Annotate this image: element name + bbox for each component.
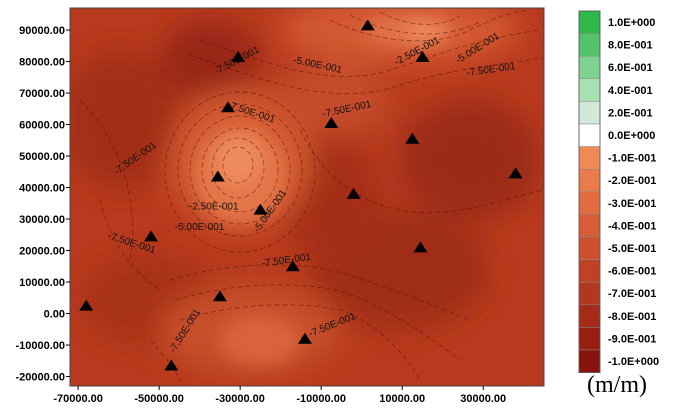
station-marker bbox=[324, 116, 339, 128]
station-marker bbox=[297, 332, 312, 344]
y-tick-label: 40000.00 bbox=[19, 183, 65, 195]
station-marker bbox=[164, 359, 179, 371]
legend-frame bbox=[578, 10, 601, 374]
legend-swatch bbox=[578, 101, 601, 125]
contour-label: -5.00E-001 bbox=[175, 222, 225, 233]
legend-swatch bbox=[578, 10, 601, 34]
legend-label: -4.0E-001 bbox=[608, 220, 656, 232]
x-tick-label: -30000.00 bbox=[215, 393, 265, 405]
station-marker bbox=[79, 299, 94, 311]
plot-frame bbox=[69, 7, 545, 387]
station-marker bbox=[221, 101, 235, 113]
legend-label: 6.0E-001 bbox=[608, 62, 653, 74]
legend-swatch bbox=[578, 259, 601, 283]
legend-swatch bbox=[578, 304, 601, 328]
legend-label: 8.0E-001 bbox=[608, 40, 653, 52]
legend-label: -6.0E-001 bbox=[608, 266, 656, 278]
station-marker bbox=[212, 290, 227, 302]
legend-label: -1.0E+000 bbox=[608, 356, 659, 368]
legend-swatch bbox=[578, 123, 601, 147]
station-markers bbox=[79, 19, 523, 371]
legend-label: 4.0E-001 bbox=[608, 85, 653, 97]
station-marker bbox=[413, 241, 428, 253]
y-tick-label: 70000.00 bbox=[19, 88, 65, 100]
x-tick-label: -10000.00 bbox=[296, 393, 346, 405]
station-marker bbox=[285, 260, 300, 272]
y-tick-label: 80000.00 bbox=[19, 57, 65, 69]
x-tick-label: 30000.00 bbox=[460, 393, 506, 405]
x-tick-label: -70000.00 bbox=[53, 393, 103, 405]
legend-swatch bbox=[578, 349, 601, 373]
legend-swatch bbox=[578, 236, 601, 260]
station-marker bbox=[508, 167, 523, 179]
legend-swatch bbox=[578, 146, 601, 170]
y-tick-label: 20000.00 bbox=[19, 246, 65, 258]
legend-label: 2.0E-001 bbox=[608, 107, 653, 119]
legend-swatch bbox=[578, 168, 601, 193]
y-axis: -20000.00 -10000.00 0.00 10000.00 20000.00 30… bbox=[15, 25, 70, 384]
field-highlights bbox=[195, 14, 455, 365]
station-marker bbox=[253, 203, 268, 215]
legend-label: 1.0E+000 bbox=[608, 17, 655, 29]
legend-swatch bbox=[578, 78, 601, 102]
y-tick-label: 50000.00 bbox=[19, 151, 65, 163]
legend-swatch bbox=[578, 281, 601, 306]
legend-label: -7.0E-001 bbox=[608, 288, 656, 300]
legend-swatch bbox=[578, 191, 601, 215]
station-marker bbox=[144, 230, 159, 242]
y-tick-label: 90000.00 bbox=[19, 25, 65, 37]
y-tick-label: 0.00 bbox=[44, 309, 65, 321]
y-tick-label: 30000.00 bbox=[19, 214, 65, 226]
station-marker bbox=[405, 132, 420, 144]
station-marker bbox=[210, 170, 225, 182]
x-axis: -70000.00 -50000.00 -30000.00 -10000.00 1000… bbox=[53, 386, 506, 405]
contour-lines bbox=[79, 9, 544, 386]
station-marker bbox=[360, 19, 375, 31]
plot-area: -7.50E-001-5.00E-001-2.50E-001-5.00E-001… bbox=[70, 8, 544, 386]
legend-label: -8.0E-001 bbox=[608, 311, 656, 323]
station-marker bbox=[231, 50, 246, 62]
legend-swatch bbox=[578, 327, 601, 351]
legend-swatch bbox=[578, 55, 601, 80]
legend-label: -5.0E-001 bbox=[608, 243, 656, 255]
station-marker bbox=[415, 50, 430, 62]
x-tick-label: 10000.00 bbox=[379, 393, 425, 405]
contour-label: -2.50E-001 bbox=[189, 202, 239, 213]
legend-label: -3.0E-001 bbox=[608, 198, 656, 210]
legend-swatch bbox=[578, 214, 601, 238]
legend-label: -1.0E-001 bbox=[608, 153, 656, 165]
y-tick-label: -20000.00 bbox=[15, 372, 65, 384]
legend-label: -2.0E-001 bbox=[608, 175, 656, 187]
y-tick-label: -10000.00 bbox=[15, 340, 65, 352]
legend-label: 0.0E+000 bbox=[608, 130, 655, 142]
station-marker bbox=[346, 187, 361, 199]
x-tick-label: -50000.00 bbox=[134, 393, 184, 405]
unit-label: (m/m) bbox=[587, 372, 647, 398]
color-legend: 1.0E+000 8.0E-001 6.0E-001 4.0E-001 2.0E-001… bbox=[578, 10, 659, 374]
legend-label: -9.0E-001 bbox=[608, 333, 656, 345]
legend-swatch bbox=[578, 33, 601, 57]
y-tick-label: 10000.00 bbox=[19, 277, 65, 289]
y-tick-label: 60000.00 bbox=[19, 120, 65, 132]
